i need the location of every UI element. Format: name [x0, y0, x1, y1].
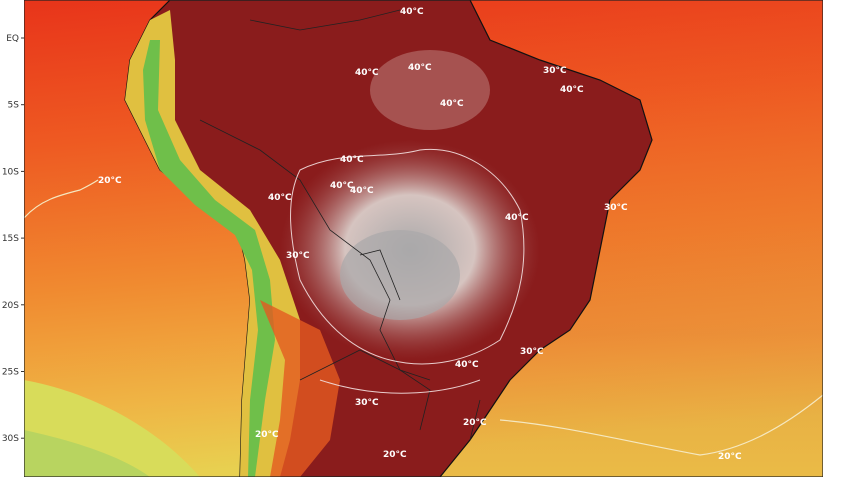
- contour-label: 30°C: [520, 347, 544, 357]
- contour-label: 40°C: [268, 193, 292, 203]
- contour-label: 40°C: [350, 186, 374, 196]
- latitude-tick-label: 25S: [2, 368, 19, 378]
- latitude-axis: EQ 5S 10S 15S 20S 25S 30S: [2, 34, 24, 444]
- contour-label: 40°C: [560, 85, 584, 95]
- contour-label: 20°C: [98, 176, 122, 186]
- latitude-tick-label: 20S: [2, 301, 19, 311]
- contour-label: 20°C: [255, 430, 279, 440]
- contour-label: 30°C: [543, 66, 567, 76]
- contour-label: 30°C: [286, 251, 310, 261]
- contour-label: 20°C: [463, 418, 487, 428]
- contour-label: 40°C: [440, 99, 464, 109]
- contour-label: 40°C: [505, 213, 529, 223]
- contour-label: 40°C: [455, 360, 479, 370]
- contour-label: 40°C: [400, 7, 424, 17]
- country-borders: [199, 9, 481, 441]
- latitude-tick-label: 15S: [2, 234, 19, 244]
- contour-label: 20°C: [718, 452, 742, 462]
- latitude-tick-label: 5S: [8, 101, 20, 111]
- contour-label: 30°C: [604, 203, 628, 213]
- contour-label: 30°C: [355, 398, 379, 408]
- contour-label: 40°C: [408, 63, 432, 73]
- contour-label: 20°C: [383, 450, 407, 460]
- contour-label: 40°C: [330, 181, 354, 191]
- contour-label: 40°C: [355, 68, 379, 78]
- latitude-tick-label: 30S: [2, 434, 19, 444]
- contour-label: 40°C: [340, 155, 364, 165]
- latitude-tick-label: EQ: [6, 34, 19, 44]
- contour-labels: 40°C40°C 40°C40°C40°C40°C40°C40°C40°C40°C…: [98, 7, 742, 462]
- latitude-tick-label: 10S: [2, 167, 19, 177]
